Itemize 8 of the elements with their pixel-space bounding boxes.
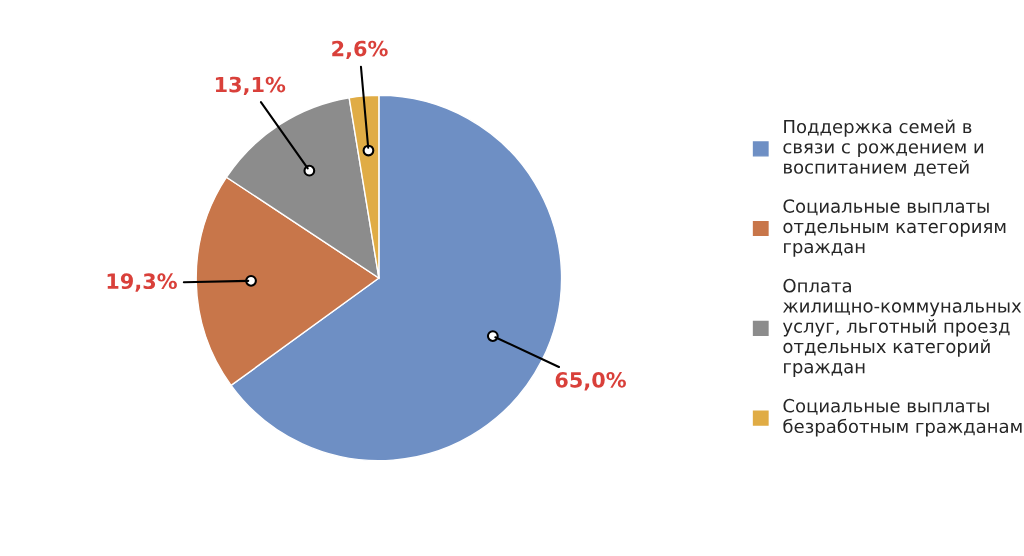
legend-label: Оплата жилищно-коммунальных услуг, льготный проезд отдельных категорий граждан [782,278,1022,377]
data-label: 65,0% [555,371,626,391]
legend-label: Поддержка семей в связи с рождением и воспитанием детей [783,119,984,177]
data-label: 2,6% [332,40,388,60]
legend-label: Социальные выплаты отдельным категориям граждан [783,199,1006,257]
legend-label: Социальные выплаты безработным гражданам [783,398,1022,437]
data-label: 19,3% [107,273,177,292]
data-label: 13,1% [215,76,286,96]
